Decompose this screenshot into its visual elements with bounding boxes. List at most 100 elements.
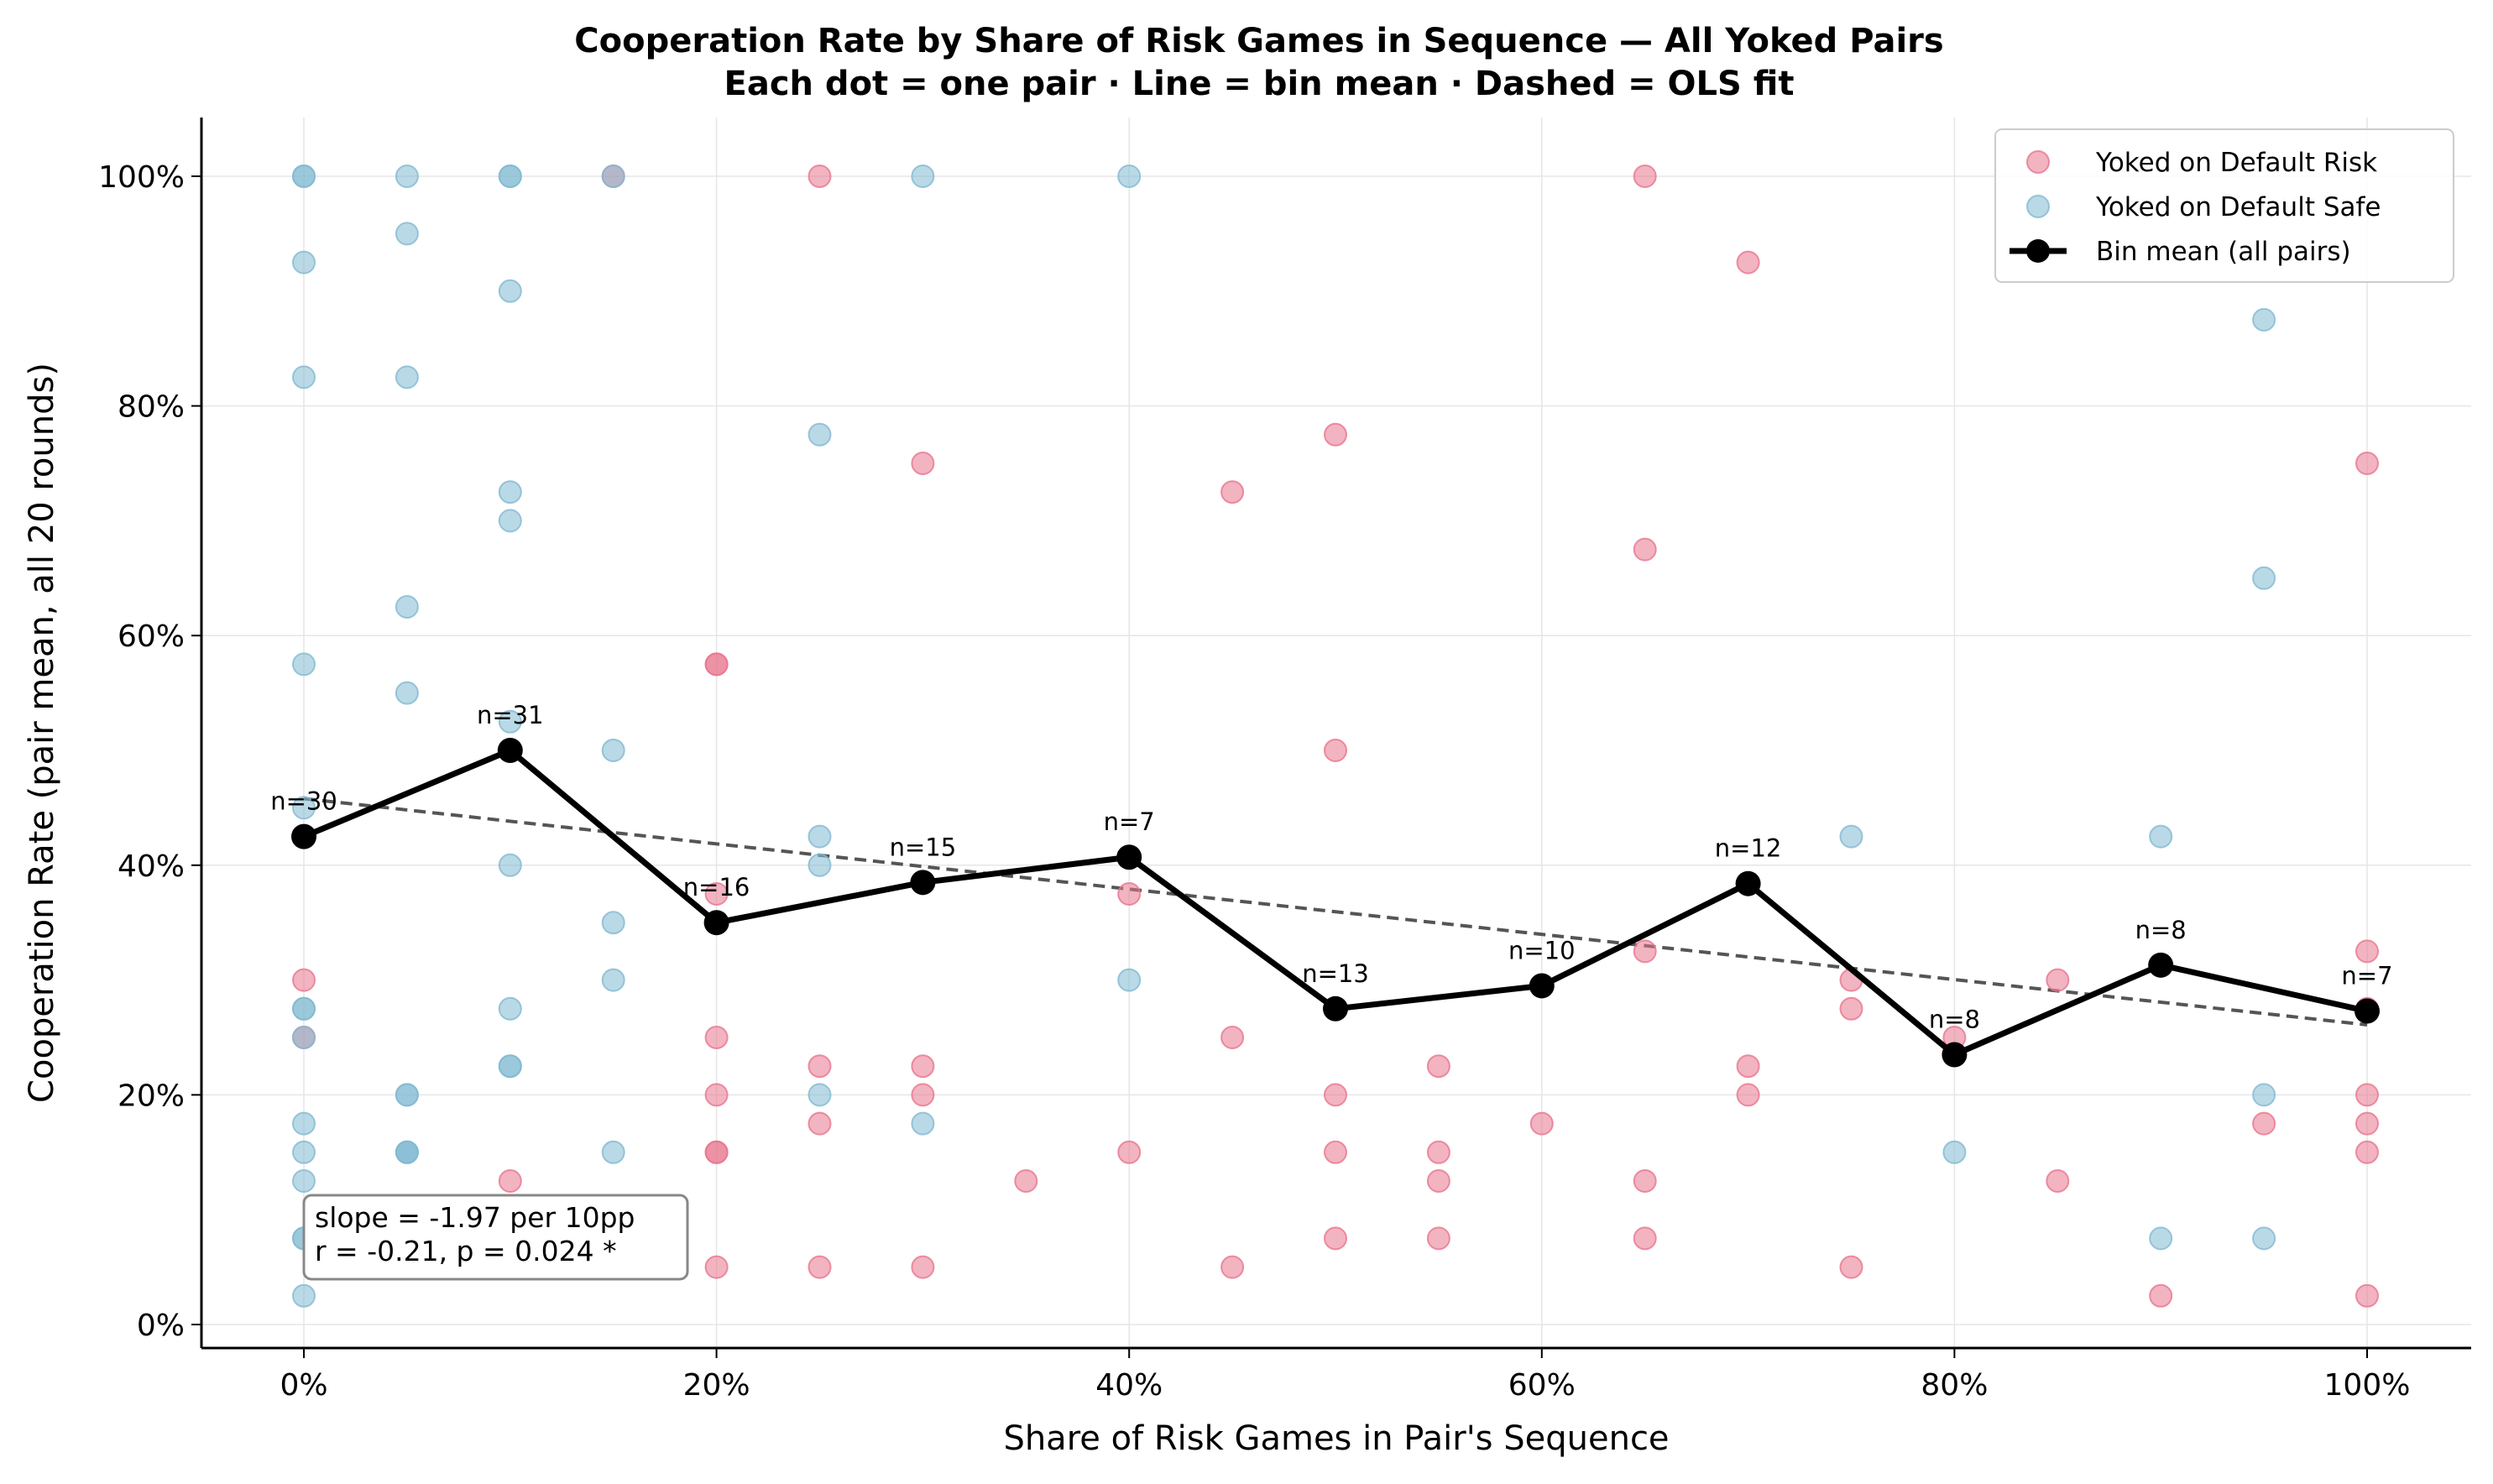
safe-point-41 (807, 824, 832, 849)
n-label-9: n=8 (2135, 916, 2187, 944)
risk-point-22 (1117, 1140, 1142, 1164)
risk-point-42 (1736, 1054, 1760, 1079)
n-label-1: n=31 (477, 701, 544, 729)
risk-point-17 (911, 1054, 935, 1079)
safe-point-10 (292, 1140, 316, 1164)
risk-point-16 (911, 452, 935, 475)
safe-point-39 (601, 1140, 625, 1164)
safe-point-47 (1117, 968, 1142, 992)
bin-mean-point-1 (497, 738, 523, 763)
risk-point-11 (704, 1255, 729, 1279)
legend: Yoked on Default Risk Yoked on Default Sa… (1994, 128, 2454, 283)
bin-mean-point-4 (1116, 844, 1142, 870)
bin-mean-point-5 (1323, 995, 1348, 1022)
safe-point-4 (292, 652, 316, 677)
stats-box-frame (302, 1194, 689, 1281)
y-tick-label-2: 40% (118, 849, 185, 884)
y-ticks: 0% 20% 40% 60% 80% 100% (98, 160, 201, 1343)
safe-point-2 (292, 250, 316, 274)
bin-mean-point-6 (1529, 973, 1555, 999)
risk-point-13 (807, 1054, 832, 1079)
safe-point-21 (395, 1083, 419, 1107)
n-label-8: n=8 (1929, 1006, 1980, 1034)
n-label-0: n=30 (270, 787, 337, 816)
y-tick-label-3: 60% (118, 619, 185, 654)
safe-point-16 (395, 222, 419, 246)
safe-point-7 (292, 996, 316, 1021)
risk-point-2 (498, 1169, 522, 1193)
n-label-5: n=13 (1302, 959, 1369, 988)
risk-point-6 (704, 882, 729, 906)
safe-point-9 (292, 1111, 316, 1136)
safe-point-31 (498, 853, 522, 877)
risk-point-26 (1324, 422, 1347, 447)
safe-point-34 (498, 1054, 522, 1079)
safe-point-17 (395, 365, 419, 389)
safe-point-14 (292, 1283, 316, 1308)
safe-point-1 (292, 165, 316, 188)
risk-point-29 (1324, 1140, 1347, 1164)
risk-point-52 (2355, 452, 2379, 475)
risk-point-19 (911, 1255, 935, 1279)
risk-point-14 (807, 1111, 832, 1136)
bin-count-labels: n=30 n=31 n=16 n=15 n=7 n=13 n=10 n=12 n=8 n=8 n=7 (270, 701, 2392, 1034)
legend-label-1: Yoked on Default Safe (2095, 192, 2381, 222)
risk-point-53 (2355, 939, 2379, 964)
safe-point-24 (395, 1140, 419, 1164)
legend-label-2: Bin mean (all pairs) (2096, 237, 2351, 267)
safe-point-49 (1942, 1140, 1967, 1164)
risk-point-20 (1014, 1169, 1038, 1193)
legend-swatch-1 (2026, 195, 2050, 218)
y-tick-label-5: 100% (98, 160, 185, 195)
bin-mean-point-0 (291, 823, 316, 849)
scatter-points (292, 165, 2379, 1308)
safe-point-52 (2252, 308, 2276, 332)
safe-point-35 (601, 165, 625, 188)
n-label-2: n=16 (683, 873, 750, 901)
risk-point-7 (704, 1026, 729, 1049)
safe-point-46 (1117, 165, 1142, 188)
stats-box: slope = -1.97 per 10pp r = -0.21, p = 0.… (302, 1194, 689, 1281)
bin-mean-point-9 (2148, 952, 2174, 978)
risk-point-0 (292, 968, 316, 992)
risk-point-37 (1633, 537, 1657, 562)
risk-point-46 (1839, 1255, 1863, 1279)
safe-point-43 (807, 1083, 832, 1107)
risk-point-56 (2355, 1111, 2379, 1136)
risk-point-12 (807, 165, 832, 188)
risk-point-35 (1529, 1111, 1554, 1136)
risk-point-21 (1117, 882, 1142, 906)
safe-point-40 (807, 422, 832, 447)
safe-point-5 (292, 796, 316, 820)
safe-point-15 (395, 165, 419, 188)
safe-point-50 (2149, 824, 2173, 849)
risk-point-10 (704, 1140, 729, 1164)
safe-point-27 (498, 279, 522, 303)
ols-fit-line (303, 797, 2368, 1027)
safe-point-28 (498, 480, 522, 504)
risk-point-5 (704, 652, 729, 677)
risk-point-28 (1324, 1083, 1347, 1107)
bin-mean-point-8 (1942, 1042, 1968, 1068)
n-label-10: n=7 (2341, 962, 2392, 990)
risk-point-43 (1736, 1083, 1760, 1107)
risk-point-24 (1220, 1026, 1245, 1049)
safe-point-11 (292, 1169, 316, 1193)
legend-label-0: Yoked on Default Risk (2095, 148, 2377, 178)
safe-point-37 (601, 911, 625, 935)
x-axis-label: Share of Risk Games in Pair's Sequence (1003, 1419, 1669, 1458)
risk-point-50 (2149, 1283, 2173, 1308)
risk-point-55 (2355, 1083, 2379, 1107)
y-tick-label-1: 20% (118, 1079, 185, 1113)
n-label-7: n=12 (1715, 834, 1782, 863)
risk-point-41 (1736, 250, 1760, 274)
gridlines (201, 118, 2471, 1348)
safe-point-36 (601, 739, 625, 762)
safe-point-30 (498, 709, 522, 734)
bin-mean-group (291, 738, 2380, 1068)
risk-point-34 (1426, 1226, 1450, 1251)
safe-point-18 (395, 595, 419, 619)
bin-mean-point-10 (2354, 998, 2380, 1024)
safe-point-45 (911, 1111, 935, 1136)
